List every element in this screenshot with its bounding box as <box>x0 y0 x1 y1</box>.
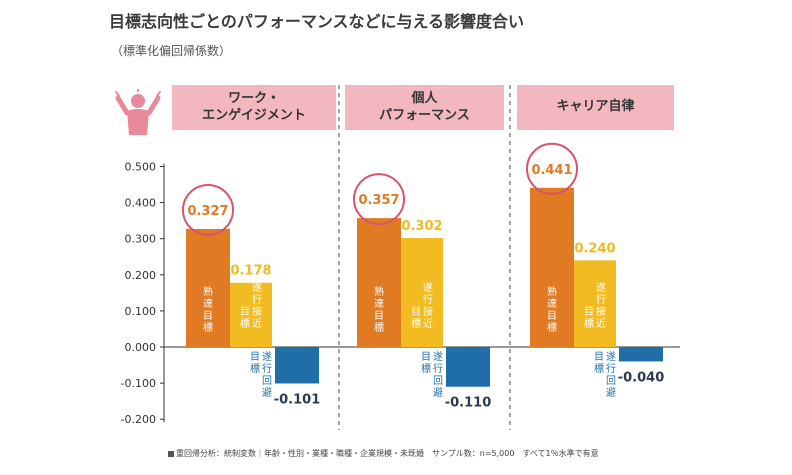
series-name-char: 達 <box>547 298 557 310</box>
series-name-char: 行 <box>262 362 272 375</box>
data-label: 0.240 <box>574 241 615 256</box>
series-name-char: 接 <box>252 305 262 318</box>
data-label: 0.327 <box>187 204 228 219</box>
bar-avoidance <box>446 347 490 387</box>
series-name-char: 標 <box>594 362 604 375</box>
series-name-char: 行 <box>606 362 616 375</box>
series-name-char: 目 <box>594 352 604 363</box>
bar-avoidance <box>619 347 663 362</box>
footnote: 重回帰分析：統制変数｜年齢・性別・業種・職種・企業規模・未既婚 サンプル数：n=… <box>168 448 599 459</box>
series-name-char: 目 <box>374 311 384 322</box>
footnote-text: 重回帰分析：統制変数｜年齢・性別・業種・職種・企業規模・未既婚 サンプル数：n=… <box>176 449 599 458</box>
series-name-char: 標 <box>411 317 421 330</box>
series-name-char: 遂 <box>596 281 606 294</box>
series-name-char: 行 <box>596 293 606 306</box>
bar-approach <box>401 237 443 347</box>
series-name-char: 遂 <box>262 350 272 363</box>
series-name-char: 標 <box>584 317 594 330</box>
series-name-char: 目 <box>203 311 213 322</box>
series-name-char: 避 <box>262 386 272 399</box>
series-name-char: 行 <box>252 293 262 306</box>
series-name-char: 遂 <box>423 281 433 294</box>
bar-mastery <box>357 218 401 347</box>
bar-mastery <box>186 228 230 347</box>
series-name-char: 標 <box>421 362 431 375</box>
data-label: 0.357 <box>358 193 399 208</box>
series-name-char: 標 <box>250 362 260 375</box>
footnote-square-icon <box>168 450 174 457</box>
y-tick-label: 0.100 <box>125 305 157 318</box>
data-label: 0.441 <box>531 163 572 178</box>
series-name-char: 熟 <box>374 285 384 298</box>
group-header-label: キャリア自律 <box>556 99 635 115</box>
y-tick-label: 0.000 <box>125 341 157 354</box>
y-tick-label: -0.200 <box>121 413 156 426</box>
bar-avoidance <box>275 347 319 384</box>
data-label: -0.040 <box>618 370 665 385</box>
series-name-char: 目 <box>240 307 250 318</box>
series-name-char: 遂 <box>252 281 262 294</box>
chart-subtitle: （標準化偏回帰係数） <box>111 44 232 58</box>
series-name-char: 遂 <box>433 350 443 363</box>
bar-mastery <box>530 187 574 347</box>
highlight-circle <box>526 142 578 195</box>
series-name-char: 回 <box>606 375 616 387</box>
series-name-char: 接 <box>596 305 606 318</box>
cheering-person-icon <box>115 89 161 135</box>
data-label: 0.302 <box>401 219 442 234</box>
series-name-char: 達 <box>203 298 213 310</box>
group-header-individual-performance: 個人 パフォーマンス <box>345 85 504 130</box>
group-header-label: ワーク・ エンゲイジメント <box>202 91 306 123</box>
data-label: -0.101 <box>274 392 321 407</box>
series-name-char: 標 <box>374 321 384 334</box>
highlight-circle <box>353 173 405 226</box>
data-label: -0.110 <box>445 396 492 411</box>
series-name-char: 標 <box>547 321 557 334</box>
series-name-char: 近 <box>423 317 433 330</box>
series-name-char: 目 <box>584 307 594 318</box>
series-name-char: 避 <box>433 386 443 399</box>
y-tick-label: 0.200 <box>125 269 157 282</box>
chart-title: 目標志向性ごとのパフォーマンスなどに与える影響度合い <box>109 12 525 31</box>
y-tick-label: -0.100 <box>121 377 156 390</box>
data-label: 0.178 <box>230 264 271 279</box>
series-name-char: 達 <box>374 298 384 310</box>
series-name-char: 熟 <box>203 285 213 298</box>
y-tick-label: 0.400 <box>125 197 157 210</box>
series-name-char: 近 <box>252 317 262 330</box>
series-name-char: 行 <box>433 362 443 375</box>
series-name-char: 回 <box>433 375 443 387</box>
series-name-char: 標 <box>240 317 250 330</box>
series-name-char: 目 <box>411 307 421 318</box>
group-header-work-engagement: ワーク・ エンゲイジメント <box>172 85 336 130</box>
series-name-char: 目 <box>250 352 260 363</box>
series-name-char: 回 <box>262 375 272 387</box>
series-name-char: 標 <box>203 321 213 334</box>
group-header-career-autonomy: キャリア自律 <box>517 85 674 130</box>
bar-approach <box>230 282 272 347</box>
series-name-char: 目 <box>421 352 431 363</box>
series-name-char: 避 <box>606 386 616 399</box>
series-name-char: 接 <box>423 305 433 318</box>
series-name-char: 熟 <box>547 285 557 298</box>
highlight-circle <box>182 183 234 236</box>
y-tick-label: 0.500 <box>125 161 157 174</box>
series-name-char: 目 <box>547 311 557 322</box>
series-name-char: 行 <box>423 293 433 306</box>
series-name-char: 遂 <box>606 350 616 363</box>
series-name-char: 近 <box>596 317 606 330</box>
group-header-label: 個人 パフォーマンス <box>379 91 470 123</box>
y-tick-label: 0.300 <box>125 233 157 246</box>
bar-approach <box>574 260 616 347</box>
